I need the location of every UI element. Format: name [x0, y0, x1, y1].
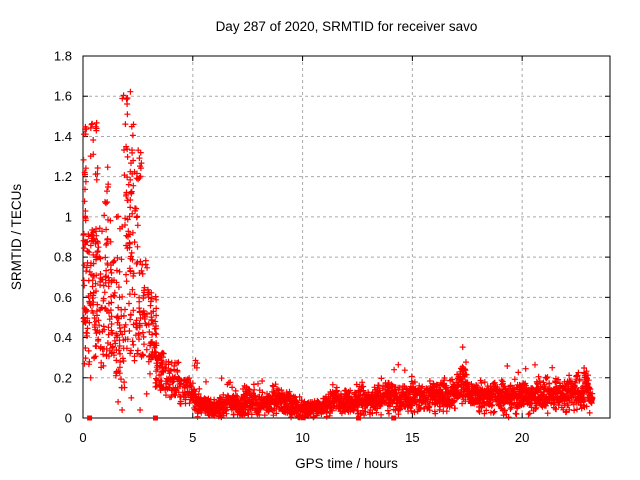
- x-tick-label: 10: [295, 430, 309, 445]
- y-tick-label: 1: [65, 209, 72, 224]
- y-tick-label: 1.4: [54, 129, 72, 144]
- chart-title: Day 287 of 2020, SRMTID for receiver sav…: [215, 19, 478, 34]
- y-tick-label: 1.6: [54, 89, 72, 104]
- y-tick-label: 0.6: [54, 290, 72, 305]
- zero-value-marker: [152, 415, 158, 421]
- x-tick-label: 20: [515, 430, 529, 445]
- x-tick-label: 5: [189, 430, 196, 445]
- zero-value-marker: [87, 415, 93, 421]
- zero-value-marker: [356, 415, 362, 421]
- y-tick-label: 0.8: [54, 250, 72, 265]
- y-tick-label: 0: [65, 411, 72, 426]
- y-tick-label: 1.8: [54, 49, 72, 64]
- y-tick-label: 0.4: [54, 330, 72, 345]
- y-tick-label: 1.2: [54, 169, 72, 184]
- zero-value-marker: [391, 415, 397, 421]
- x-tick-label: 0: [79, 430, 86, 445]
- data-points: [80, 88, 596, 421]
- x-tick-label: 15: [405, 430, 419, 445]
- x-axis-label: GPS time / hours: [295, 456, 398, 471]
- y-tick-label: 0.2: [54, 370, 72, 385]
